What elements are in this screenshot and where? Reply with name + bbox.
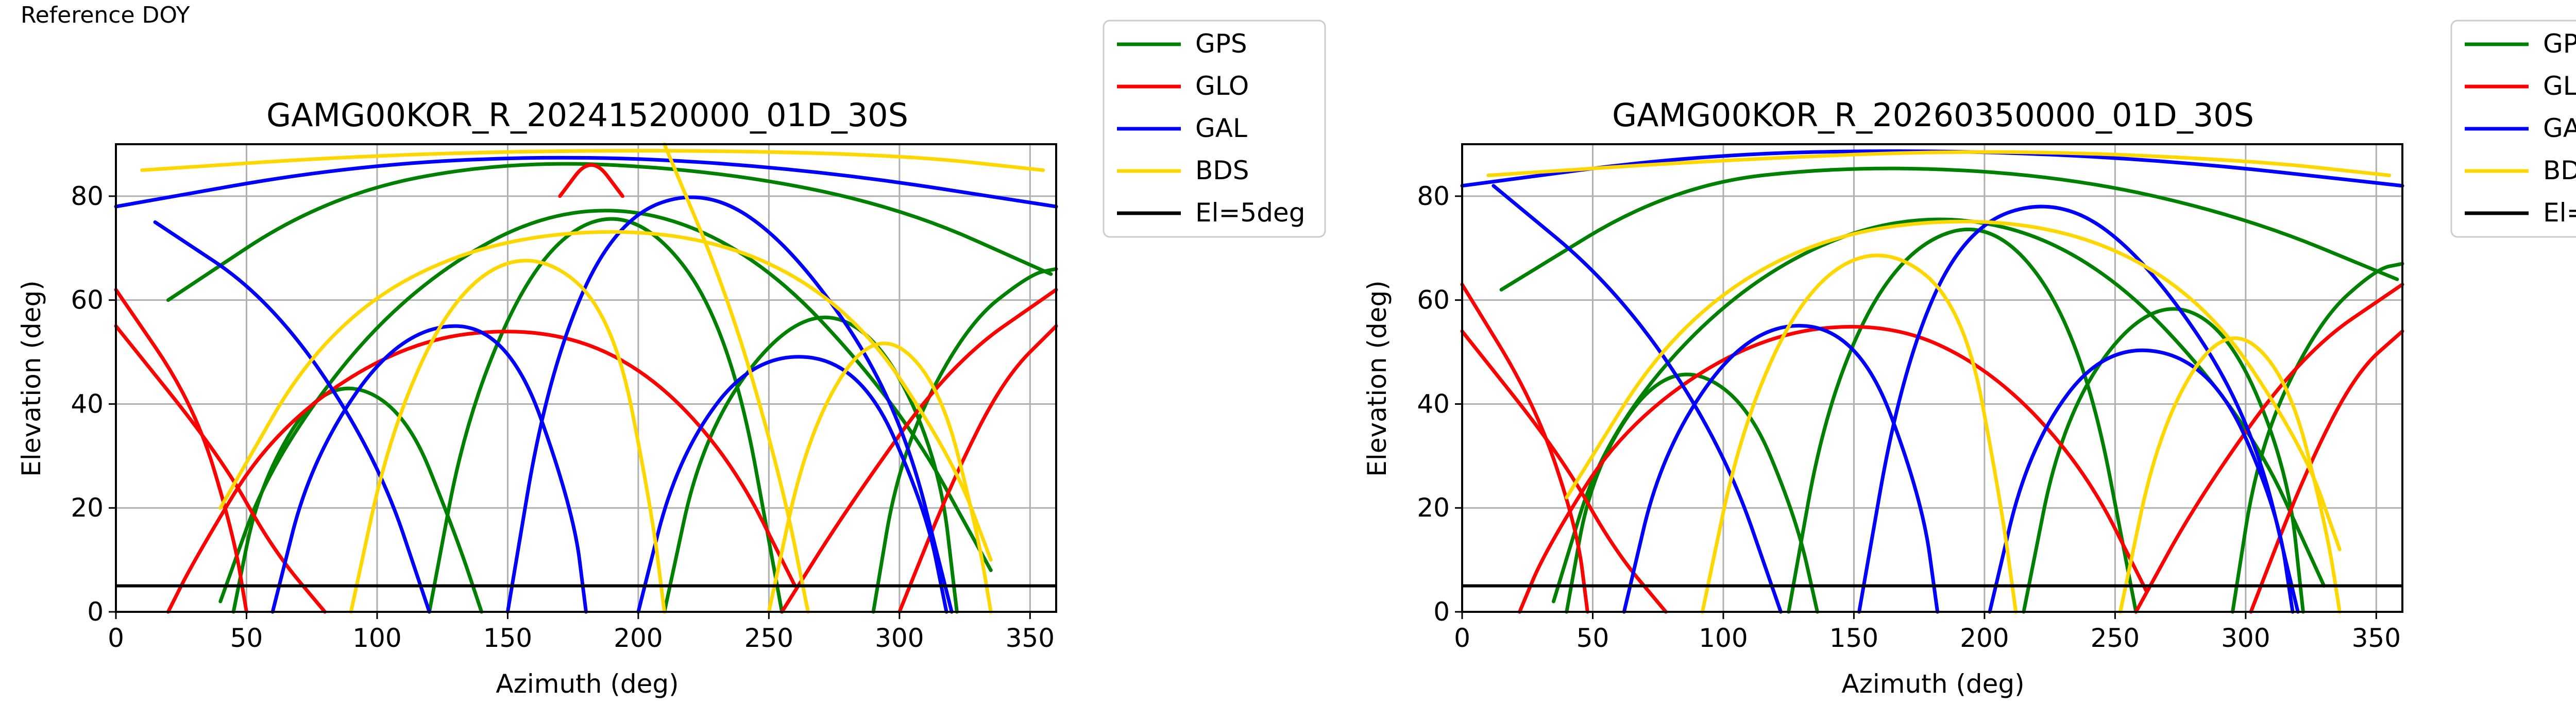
satellite-track-bds <box>1700 253 2018 614</box>
x-tick-label: 50 <box>1577 623 1609 653</box>
x-tick-label: 250 <box>2091 623 2140 653</box>
x-tick-label: 200 <box>1960 623 2009 653</box>
satellite-track-bds <box>2119 336 2342 614</box>
satellite-track-glo <box>114 324 327 614</box>
x-tick-label: 100 <box>352 623 401 653</box>
x-axis-label: Azimuth (deg) <box>1841 669 2024 699</box>
chart-title: GAMG00KOR_R_20241520000_01D_30S <box>266 96 908 134</box>
x-tick-label: 0 <box>1454 623 1470 653</box>
legend-label-gal: GAL <box>1195 113 1247 143</box>
legend-box <box>1103 20 1326 238</box>
y-tick-label: 20 <box>1417 493 1450 523</box>
x-tick-label: 200 <box>614 623 663 653</box>
satellite-track-gps <box>427 217 784 614</box>
y-tick-label: 60 <box>71 285 104 315</box>
y-axis-ticks: 0 20 40 60 80 <box>71 181 116 627</box>
x-axis-ticks: 0 50 100 150 200 250 300 350 <box>1454 612 2401 653</box>
x-tick-label: 300 <box>875 623 924 653</box>
y-axis-label: Elevation (deg) <box>1362 280 1392 476</box>
x-tick-label: 350 <box>2352 623 2401 653</box>
x-tick-label: 300 <box>2221 623 2270 653</box>
satellite-track-gps <box>1787 227 2138 614</box>
legend-label-glo: GLO <box>1195 71 1249 101</box>
legend-label-bds: BDS <box>1195 156 1249 185</box>
y-axis-label: Elevation (deg) <box>16 280 46 476</box>
legend-label-bds: BDS <box>2543 156 2576 185</box>
x-tick-label: 0 <box>108 623 124 653</box>
reference-doy-label: Reference DOY <box>21 2 190 28</box>
legend-label-gps: GPS <box>1195 29 1247 59</box>
data-arcs <box>114 142 1058 614</box>
x-axis-ticks: 0 50 100 150 200 250 300 350 <box>108 612 1055 653</box>
satellite-track-gps <box>166 162 1053 302</box>
satellite-track-bds <box>1565 219 2342 552</box>
satellite-track-bds <box>218 230 993 562</box>
y-axis-ticks: 0 20 40 60 80 <box>1417 181 1462 627</box>
satellite-track-glo <box>114 287 248 614</box>
legend: GPS GLO GAL BDS El=5deg <box>1103 20 1326 238</box>
satellite-track-bds <box>1486 150 2392 178</box>
legend-label-gal: GAL <box>2543 113 2576 143</box>
satellite-track-gal <box>1857 204 2300 614</box>
y-tick-label: 60 <box>1417 285 1450 315</box>
satellite-track-bds <box>349 259 667 614</box>
y-tick-label: 40 <box>71 389 104 419</box>
satellite-track-bds <box>663 142 810 614</box>
satellite-track-gal <box>636 355 948 614</box>
satellite-track-bds <box>140 149 1045 172</box>
legend: GPS GLO GAL BDS El=5deg <box>2450 20 2576 238</box>
chart-title: GAMG00KOR_R_20260350000_01D_30S <box>1612 96 2254 134</box>
y-tick-label: 80 <box>71 181 104 211</box>
y-tick-label: 40 <box>1417 389 1450 419</box>
satellite-track-gal <box>153 220 431 614</box>
satellite-track-gps <box>871 267 1058 614</box>
satellite-track-glo <box>1460 282 1589 614</box>
x-axis-label: Azimuth (deg) <box>496 669 679 699</box>
x-tick-label: 350 <box>1006 623 1055 653</box>
legend-label-elmask: El=5deg <box>1195 198 1305 228</box>
satellite-track-glo <box>558 163 624 198</box>
satellite-track-gps <box>663 315 959 614</box>
x-tick-label: 150 <box>483 623 532 653</box>
satellite-track-gal <box>1460 149 2404 188</box>
satellite-track-bds <box>767 341 993 614</box>
satellite-track-glo <box>166 330 797 614</box>
x-tick-label: 250 <box>744 623 793 653</box>
grid-lines <box>115 144 1056 613</box>
plot-frame <box>115 143 1057 613</box>
legend-label-gps: GPS <box>2543 29 2576 59</box>
satellite-track-gal <box>114 156 1058 209</box>
satellite-track-gps <box>1565 372 1819 614</box>
y-tick-label: 20 <box>71 493 104 523</box>
x-tick-label: 100 <box>1699 623 1748 653</box>
satellite-track-gal <box>1492 184 1783 614</box>
satellite-track-gps <box>1551 217 2326 604</box>
y-tick-label: 80 <box>1417 181 1450 211</box>
satellite-track-glo <box>2249 329 2404 614</box>
satellite-track-gps <box>1499 166 2399 292</box>
y-tick-label: 0 <box>1433 597 1450 627</box>
satellite-track-glo <box>1460 329 1668 614</box>
legend-label-elmask: El=5deg <box>2543 198 2576 228</box>
satellite-track-gal <box>270 324 588 614</box>
y-tick-label: 0 <box>87 597 104 627</box>
chart-panel-1: GAMG00KOR_R_20241520000_01D_30S 0 50 100 15… <box>16 20 1326 699</box>
satellite-track-gal <box>1622 323 1940 614</box>
plot-frame <box>1461 143 2403 613</box>
chart-panel-2: GAMG00KOR_R_20260350000_01D_30S 0 50 100 15… <box>1362 20 2576 699</box>
legend-label-glo: GLO <box>2543 71 2576 101</box>
satellite-track-gal <box>1988 348 2295 614</box>
x-tick-label: 50 <box>230 623 263 653</box>
satellite-track-gal <box>505 195 954 614</box>
grid-lines <box>1461 144 2402 613</box>
data-arcs <box>1460 149 2404 614</box>
x-tick-label: 150 <box>1829 623 1878 653</box>
